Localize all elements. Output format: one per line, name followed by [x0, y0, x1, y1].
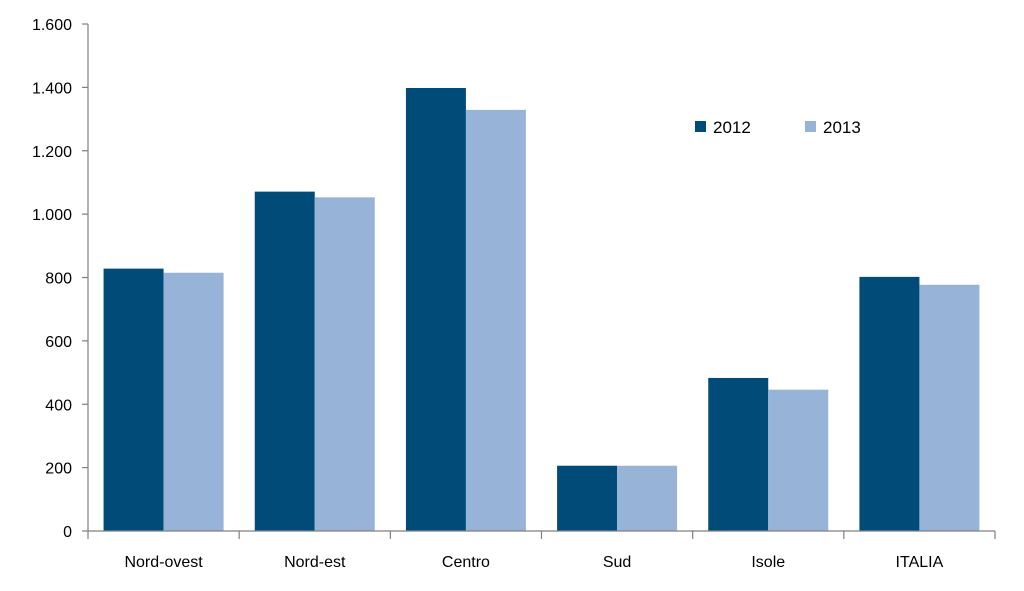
bar-2013-nord-est [314, 197, 375, 531]
bar-2012-isole [708, 377, 769, 531]
bar-2013-italia [919, 284, 980, 531]
x-tick-label: ITALIA [896, 554, 944, 571]
bar-2013-nord-ovest [163, 272, 224, 531]
x-tick-label: Sud [603, 554, 631, 571]
bar-2013-sud [617, 465, 678, 531]
bar-2012-nord-est [254, 191, 315, 531]
x-tick-label: Centro [442, 554, 490, 571]
y-tick-label: 1.600 [32, 17, 72, 34]
legend-swatch-2012 [695, 121, 706, 132]
x-tick-label: Isole [751, 554, 785, 571]
legend-swatch-2013 [805, 121, 816, 132]
y-tick-label: 400 [45, 397, 72, 414]
y-ticks-group: 0 200 400 600 800 1.000 1.200 1.400 1.600 [32, 17, 88, 541]
bars-group [103, 88, 980, 532]
bar-2012-italia [859, 276, 920, 531]
bar-2012-centro [405, 88, 466, 531]
legend: 2012 2013 [695, 118, 861, 137]
y-tick-label: 1.000 [32, 207, 72, 224]
bar-2013-isole [768, 389, 829, 531]
y-tick-label: 0 [63, 524, 72, 541]
y-tick-label: 800 [45, 271, 72, 288]
y-tick-label: 1.400 [32, 80, 72, 97]
x-tick-label: Nord-est [284, 554, 346, 571]
x-ticks-group: Nord-ovest Nord-est Centro Sud Isole ITALIA [87, 531, 996, 571]
y-tick-label: 1.200 [32, 144, 72, 161]
legend-label-2013: 2013 [823, 118, 861, 137]
bar-2012-nord-ovest [103, 268, 164, 531]
y-tick-label: 200 [45, 461, 72, 478]
legend-label-2012: 2012 [713, 118, 751, 137]
y-tick-label: 600 [45, 334, 72, 351]
bar-2012-sud [557, 465, 618, 531]
x-tick-label: Nord-ovest [124, 554, 203, 571]
bar-2013-centro [465, 109, 526, 532]
